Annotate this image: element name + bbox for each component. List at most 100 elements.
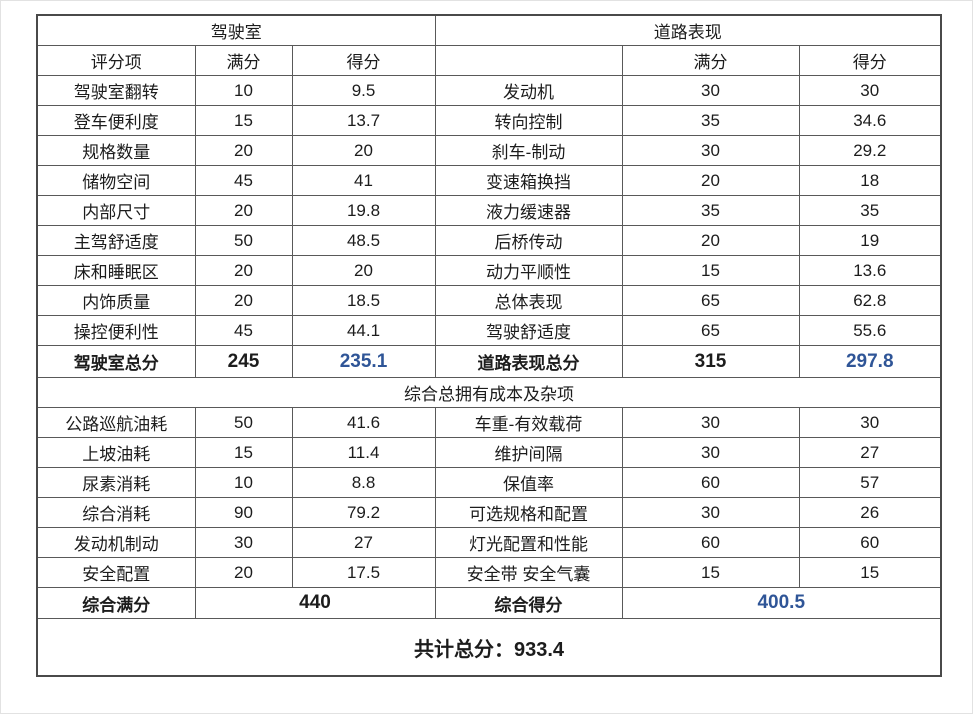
cab-row-name: 登车便利度 (36, 105, 196, 136)
road-row-score: 62.8 (798, 285, 942, 316)
table-row: 内饰质量 20 18.5 总体表现 65 62.8 (36, 285, 942, 316)
misc-right-score: 27 (798, 437, 942, 468)
cab-row-name: 主驾舒适度 (36, 225, 196, 256)
misc-right-name: 维护间隔 (434, 437, 623, 468)
misc-left-score: 79.2 (291, 497, 436, 528)
misc-left-score: 11.4 (291, 437, 436, 468)
road-row-name: 后桥传动 (434, 225, 623, 256)
col-header-score-left: 得分 (291, 45, 436, 76)
misc-right-name: 保值率 (434, 467, 623, 498)
misc-left-max: 15 (194, 437, 293, 468)
misc-right-score: 30 (798, 407, 942, 438)
misc-left-score: 41.6 (291, 407, 436, 438)
road-row-score: 19 (798, 225, 942, 256)
table-row: 规格数量 20 20 刹车-制动 30 29.2 (36, 135, 942, 166)
misc-right-score: 15 (798, 557, 942, 588)
table-row: 内部尺寸 20 19.8 液力缓速器 35 35 (36, 195, 942, 226)
overall-max-label: 综合满分 (36, 587, 196, 619)
road-row-name: 转向控制 (434, 105, 623, 136)
table-row: 尿素消耗 10 8.8 保值率 60 57 (36, 467, 942, 498)
cab-row-name: 储物空间 (36, 165, 196, 196)
overall-score-label: 综合得分 (434, 587, 623, 619)
road-row-name: 液力缓速器 (434, 195, 623, 226)
cab-row-max: 20 (194, 135, 293, 166)
cab-row-max: 50 (194, 225, 293, 256)
misc-left-max: 20 (194, 557, 293, 588)
misc-left-score: 17.5 (291, 557, 436, 588)
misc-right-name: 安全带 安全气囊 (434, 557, 623, 588)
cab-row-max: 15 (194, 105, 293, 136)
misc-right-name: 灯光配置和性能 (434, 527, 623, 558)
misc-section-title: 综合总拥有成本及杂项 (36, 377, 942, 408)
road-row-score: 13.6 (798, 255, 942, 286)
road-row-max: 30 (621, 135, 800, 166)
road-row-score: 30 (798, 75, 942, 106)
misc-left-score: 27 (291, 527, 436, 558)
table-row: 登车便利度 15 13.7 转向控制 35 34.6 (36, 105, 942, 136)
road-row-max: 30 (621, 75, 800, 106)
misc-right-name: 可选规格和配置 (434, 497, 623, 528)
grand-total: 共计总分：933.4 (36, 618, 942, 677)
table-row: 发动机制动 30 27 灯光配置和性能 60 60 (36, 527, 942, 558)
misc-left-name: 发动机制动 (36, 527, 196, 558)
cab-row-name: 驾驶室翻转 (36, 75, 196, 106)
misc-left-max: 10 (194, 467, 293, 498)
cab-row-max: 10 (194, 75, 293, 106)
cab-row-score: 19.8 (291, 195, 436, 226)
road-row-name: 变速箱换挡 (434, 165, 623, 196)
col-header-score-right: 得分 (798, 45, 942, 76)
misc-left-max: 90 (194, 497, 293, 528)
grand-total-row: 共计总分：933.4 (36, 618, 942, 677)
cab-total-score: 235.1 (291, 345, 436, 378)
section-title-row: 驾驶室 道路表现 (36, 14, 942, 46)
road-row-max: 15 (621, 255, 800, 286)
misc-right-max: 30 (621, 497, 800, 528)
misc-section-title-row: 综合总拥有成本及杂项 (36, 377, 942, 408)
misc-left-name: 安全配置 (36, 557, 196, 588)
misc-right-max: 60 (621, 467, 800, 498)
misc-left-name: 公路巡航油耗 (36, 407, 196, 438)
cab-row-max: 20 (194, 255, 293, 286)
cab-row-score: 18.5 (291, 285, 436, 316)
cab-row-max: 20 (194, 195, 293, 226)
cab-row-name: 内部尺寸 (36, 195, 196, 226)
misc-right-max: 15 (621, 557, 800, 588)
cab-row-name: 规格数量 (36, 135, 196, 166)
road-row-max: 20 (621, 165, 800, 196)
table-row: 上坡油耗 15 11.4 维护间隔 30 27 (36, 437, 942, 468)
road-section-title: 道路表现 (434, 14, 942, 46)
misc-right-max: 60 (621, 527, 800, 558)
misc-left-name: 尿素消耗 (36, 467, 196, 498)
cab-row-score: 9.5 (291, 75, 436, 106)
cab-row-score: 20 (291, 135, 436, 166)
road-row-max: 35 (621, 195, 800, 226)
table-row: 安全配置 20 17.5 安全带 安全气囊 15 15 (36, 557, 942, 588)
cab-row-score: 20 (291, 255, 436, 286)
road-total-max: 315 (621, 345, 800, 378)
combined-summary-row: 综合满分 440 综合得分 400.5 (36, 587, 942, 619)
cab-row-name: 内饰质量 (36, 285, 196, 316)
road-row-score: 55.6 (798, 315, 942, 346)
road-row-name: 刹车-制动 (434, 135, 623, 166)
misc-left-max: 50 (194, 407, 293, 438)
misc-right-max: 30 (621, 437, 800, 468)
road-row-score: 35 (798, 195, 942, 226)
road-row-score: 18 (798, 165, 942, 196)
cab-row-score: 13.7 (291, 105, 436, 136)
misc-left-name: 综合消耗 (36, 497, 196, 528)
col-header-max-left: 满分 (194, 45, 293, 76)
road-row-max: 65 (621, 315, 800, 346)
road-row-max: 20 (621, 225, 800, 256)
road-row-name: 发动机 (434, 75, 623, 106)
road-row-max: 35 (621, 105, 800, 136)
cab-row-max: 20 (194, 285, 293, 316)
road-row-name: 动力平顺性 (434, 255, 623, 286)
score-table: 驾驶室 道路表现 评分项 满分 得分 满分 得分 驾驶室翻转 10 9.5 发动… (36, 14, 943, 677)
overall-score-value: 400.5 (621, 587, 942, 619)
misc-right-name: 车重-有效载荷 (434, 407, 623, 438)
misc-left-name: 上坡油耗 (36, 437, 196, 468)
misc-right-max: 30 (621, 407, 800, 438)
table-row: 综合消耗 90 79.2 可选规格和配置 30 26 (36, 497, 942, 528)
table-row: 操控便利性 45 44.1 驾驶舒适度 65 55.6 (36, 315, 942, 346)
